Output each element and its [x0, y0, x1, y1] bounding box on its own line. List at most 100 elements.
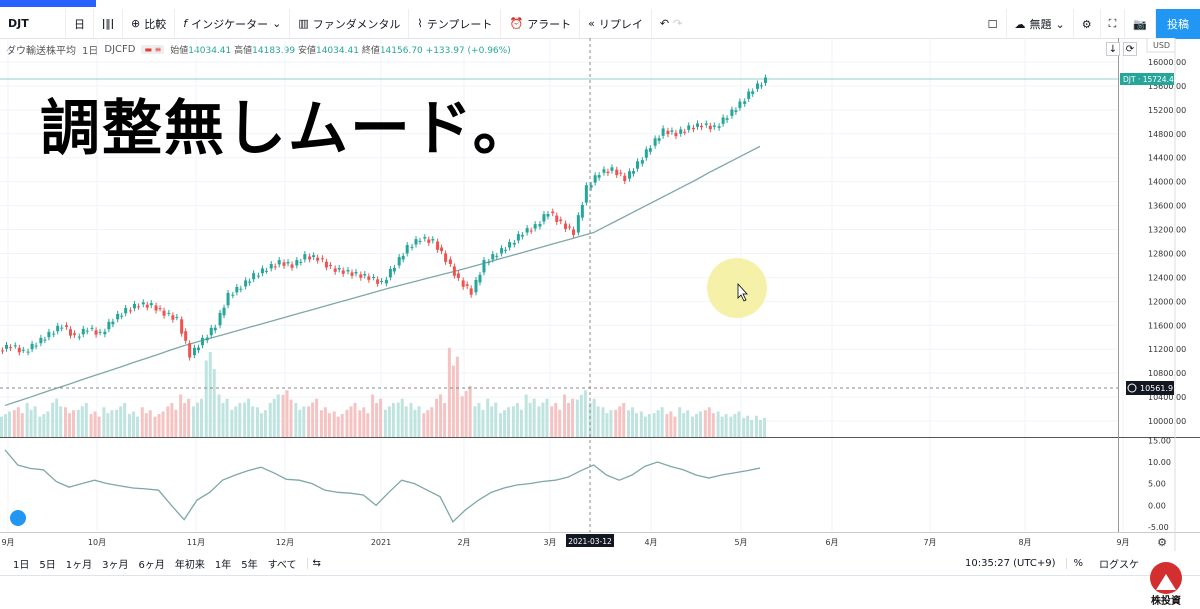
indicator-tick-label: 15.00 [1148, 436, 1171, 445]
post-button[interactable]: 投稿 [1156, 9, 1200, 39]
volume-bar [238, 403, 242, 437]
settings-icon[interactable]: ⚙ [1074, 9, 1101, 39]
volume-bar [144, 413, 148, 437]
candle-body [200, 337, 204, 346]
volume-bar [643, 416, 647, 437]
fundamentals-button[interactable]: ▥ ファンダメンタル [290, 9, 410, 38]
undo-redo: ↶ ↷ [652, 9, 690, 38]
volume-bar [4, 414, 7, 437]
interval-button[interactable]: 日 [66, 9, 94, 38]
volume-bar [362, 407, 366, 437]
volume-bar [477, 403, 481, 437]
volume-bar [443, 403, 447, 437]
candle-body [448, 259, 452, 265]
mouse-cursor-icon [737, 282, 748, 302]
compare-label: 比較 [144, 17, 167, 31]
volume-bar [106, 413, 110, 437]
range-button[interactable]: 1ヶ月 [65, 559, 93, 571]
indicators-button[interactable]: f インジケーター ⌄ [175, 9, 291, 38]
range-button[interactable]: 年初来 [174, 559, 205, 571]
chart-type-button[interactable]: ǀ‖ǀ [94, 9, 123, 38]
volume-bar [481, 409, 485, 437]
volume-bar [622, 403, 626, 437]
chart-canvas[interactable]: 16000.00 15600.00 15200.00 14800.00 14400.00… [0, 38, 1200, 551]
volume-bar [737, 411, 741, 437]
refresh-icon[interactable]: ⟳ [1123, 42, 1137, 56]
replay-button[interactable]: «リプレイ [580, 9, 652, 38]
compare-button[interactable]: ⊕ 比較 [123, 9, 176, 38]
candle-body [226, 292, 230, 306]
candle-body [431, 239, 435, 241]
volume-bar [183, 403, 187, 437]
candle-body [538, 223, 542, 227]
volume-bar [583, 390, 587, 437]
templates-button[interactable]: ⌇ テンプレート [409, 9, 502, 38]
volume-bar [468, 386, 472, 437]
volume-bar [724, 414, 728, 437]
redo-icon[interactable]: ↷ [673, 17, 683, 30]
add-alert-icon[interactable] [1127, 383, 1137, 393]
time-tick-label: 9月 [1116, 538, 1129, 547]
range-button[interactable]: 5年 [241, 559, 258, 571]
volume-bar [532, 398, 536, 437]
volume-bar [358, 410, 362, 437]
candle-body [136, 306, 140, 308]
candle-body [619, 172, 623, 174]
price-tick-label: 13200.00 [1148, 226, 1186, 235]
candle-body [610, 167, 614, 171]
volume-bar [119, 406, 123, 437]
candle-body [533, 224, 537, 229]
price-tick-label: 16000.00 [1148, 58, 1186, 67]
camera-icon[interactable]: 📷 [1125, 9, 1156, 39]
range-button[interactable]: 1年 [214, 559, 232, 571]
candle-body [760, 85, 763, 87]
price-tick-label: 10400.00 [1148, 393, 1186, 402]
candle-body [730, 109, 734, 116]
date-range-icon[interactable]: ⇆ [306, 557, 326, 569]
price-tick-label: 13600.00 [1148, 202, 1186, 211]
volume-bar [51, 402, 55, 437]
volume-bar [759, 420, 762, 437]
volume-bar [285, 390, 289, 437]
candle-body [256, 275, 260, 277]
fundamentals-label: ファンダメンタル [312, 17, 401, 31]
range-button[interactable]: 1日 [13, 559, 30, 571]
range-button[interactable]: すべて [267, 559, 297, 571]
volume-bar [29, 409, 33, 437]
price-tick-label: 12000.00 [1148, 297, 1186, 306]
candle-body [597, 175, 601, 178]
fullscreen-icon[interactable]: ⛶ [1101, 9, 1126, 39]
candle-body [440, 247, 444, 252]
volume-bar [404, 406, 408, 437]
volume-bar [733, 414, 737, 437]
volume-bar [294, 403, 298, 437]
volume-bar [375, 403, 379, 437]
range-button[interactable]: 6ヶ月 [138, 559, 165, 571]
range-button[interactable]: 3ヶ月 [102, 559, 129, 571]
channel-logo: 株投資 [1150, 562, 1182, 607]
percent-toggle[interactable]: % [1066, 558, 1088, 569]
ohlc-values: 始値14034.41 高値14183.99 安値14034.41 終値14156… [170, 43, 510, 56]
candle-body [286, 262, 290, 264]
candle-body [149, 303, 153, 306]
volume-bar [678, 407, 682, 437]
range-button[interactable]: 5日 [39, 559, 56, 571]
volume-bar [234, 406, 238, 437]
volume-bar [20, 413, 24, 437]
alert-button[interactable]: ⏰ アラート [501, 9, 581, 38]
candle-body [555, 215, 559, 222]
candle-body [43, 339, 47, 341]
layout-icon[interactable]: ☐ [980, 9, 1007, 39]
volume-bar [746, 415, 750, 437]
scroll-down-icon[interactable]: ↓ [1106, 42, 1120, 56]
crosshair-price-badge [1126, 381, 1174, 395]
candle-body [9, 347, 12, 349]
candle-body [679, 129, 683, 134]
undo-icon[interactable]: ↶ [659, 17, 670, 30]
save-layout-button[interactable]: ☁ 無題 ⌄ [1007, 9, 1074, 39]
candle-body [273, 266, 277, 268]
symbol-search-button[interactable]: DJT [0, 9, 66, 38]
candle-body [461, 280, 465, 287]
log-scale-toggle[interactable]: ログスケ [1099, 560, 1139, 571]
axis-settings-icon[interactable]: ⚙ [1157, 536, 1167, 549]
